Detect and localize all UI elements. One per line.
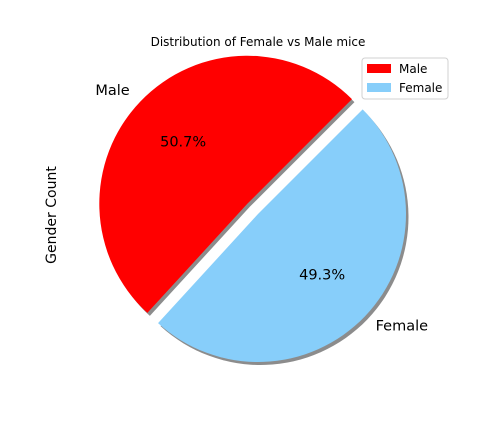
slice-label-female: Female [376, 319, 429, 335]
percent-label-male: 50.7% [160, 134, 206, 150]
chart-title: Distribution of Female vs Male mice [151, 35, 366, 49]
legend-label-female: Female [399, 81, 442, 95]
slice-label-male: Male [95, 83, 129, 99]
legend-label-male: Male [399, 62, 427, 76]
pie-slice-male [99, 55, 352, 313]
legend: Male Female [361, 57, 449, 100]
pie-slice-female [158, 109, 407, 363]
legend-swatch-male [367, 64, 391, 73]
percent-labels: 50.7% 49.3% [160, 134, 345, 283]
legend-swatch-female [367, 83, 391, 92]
slice-labels: Male Female [95, 83, 428, 334]
pie-slices [99, 55, 407, 363]
percent-label-female: 49.3% [299, 267, 345, 283]
y-axis-label: Gender Count [44, 166, 60, 264]
